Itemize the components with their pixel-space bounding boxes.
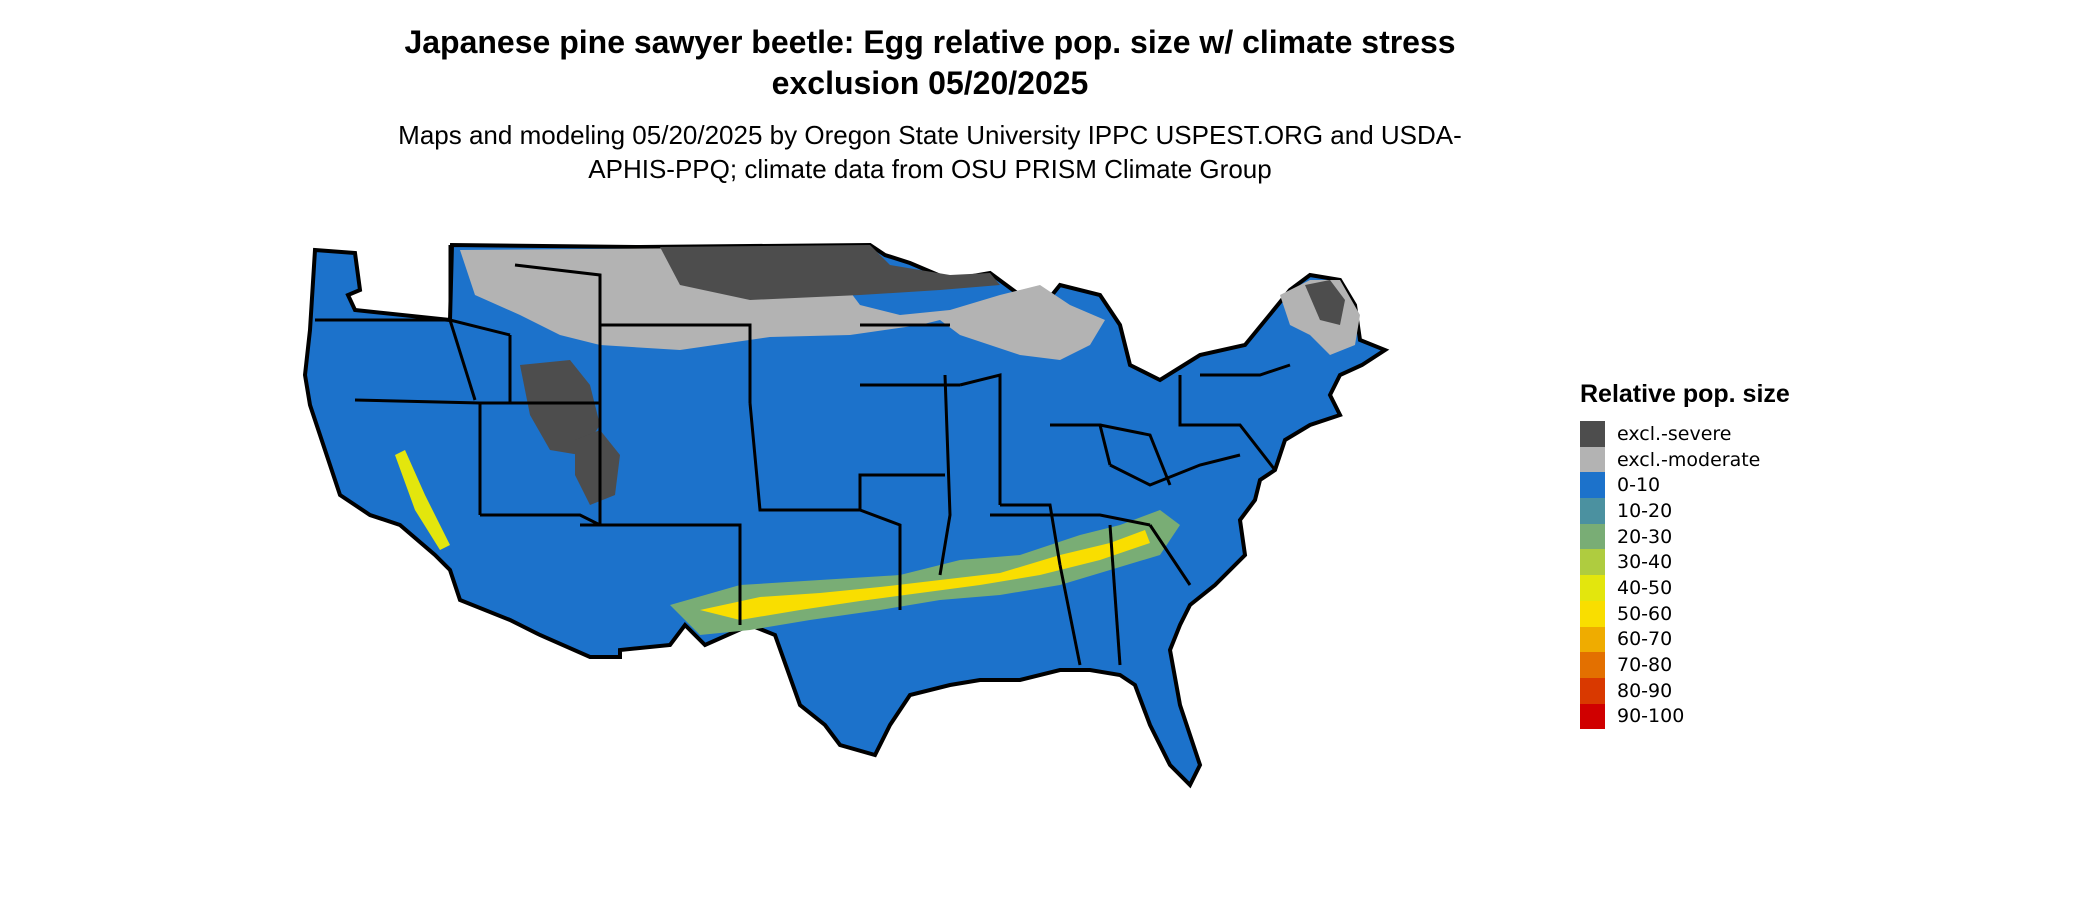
legend-swatch [1580,498,1605,524]
legend-swatch [1580,626,1605,653]
legend-label: 70-80 [1617,654,1673,677]
excl-severe-northeast [1305,280,1345,325]
legend-swatch [1580,600,1605,627]
legend-item: 30-40 [1580,549,1840,576]
legend-item: 10-20 [1580,498,1840,524]
us-map [300,225,1560,895]
legend-label: excl.-severe [1617,422,1732,445]
legend-label: 90-100 [1617,705,1685,728]
legend-item: excl.-severe [1580,421,1840,447]
legend-label: 0-10 [1617,474,1661,497]
legend: Relative pop. size excl.-severe excl.-mod… [1580,380,1840,730]
legend-label: 80-90 [1617,679,1673,702]
legend-swatch [1580,652,1605,678]
title-block: Japanese pine sawyer beetle: Egg relativ… [370,22,1490,186]
excl-severe-zone [660,245,1000,300]
excl-severe-rockies [520,360,600,455]
legend-item: 40-50 [1580,575,1840,601]
legend-label: excl.-moderate [1617,448,1761,471]
legend-swatch [1580,446,1605,473]
legend-swatch [1580,472,1605,499]
legend-label: 20-30 [1617,525,1673,548]
legend-swatch [1580,677,1605,704]
legend-item: 20-30 [1580,523,1840,550]
legend-item: excl.-moderate [1580,446,1840,473]
pop-band-west [395,450,450,550]
legend-item: 50-60 [1580,600,1840,627]
legend-label: 60-70 [1617,628,1673,651]
state-boundaries [315,245,1291,666]
legend-item: 70-80 [1580,652,1840,678]
excl-moderate-zone [460,247,1105,360]
legend-item: 60-70 [1580,626,1840,653]
legend-item: 90-100 [1580,703,1840,730]
legend-items: excl.-severe excl.-moderate 0-10 10-20 20-30… [1580,421,1840,730]
legend-item: 80-90 [1580,677,1840,704]
legend-label: 40-50 [1617,576,1673,599]
legend-label: 30-40 [1617,551,1673,574]
legend-label: 10-20 [1617,499,1673,522]
pop-band-yellow [700,530,1150,620]
legend-swatch [1580,575,1605,601]
us-map-svg [302,242,1390,789]
map-subtitle: Maps and modeling 05/20/2025 by Oregon S… [398,120,1462,184]
legend-swatch [1580,703,1605,730]
legend-item: 0-10 [1580,472,1840,499]
legend-label: 50-60 [1617,602,1673,625]
legend-title: Relative pop. size [1580,380,1790,408]
legend-swatch [1580,549,1605,576]
excl-severe-colorado [575,430,620,505]
map-title: Japanese pine sawyer beetle: Egg relativ… [404,24,1456,101]
legend-swatch [1580,421,1605,447]
legend-swatch [1580,523,1605,550]
